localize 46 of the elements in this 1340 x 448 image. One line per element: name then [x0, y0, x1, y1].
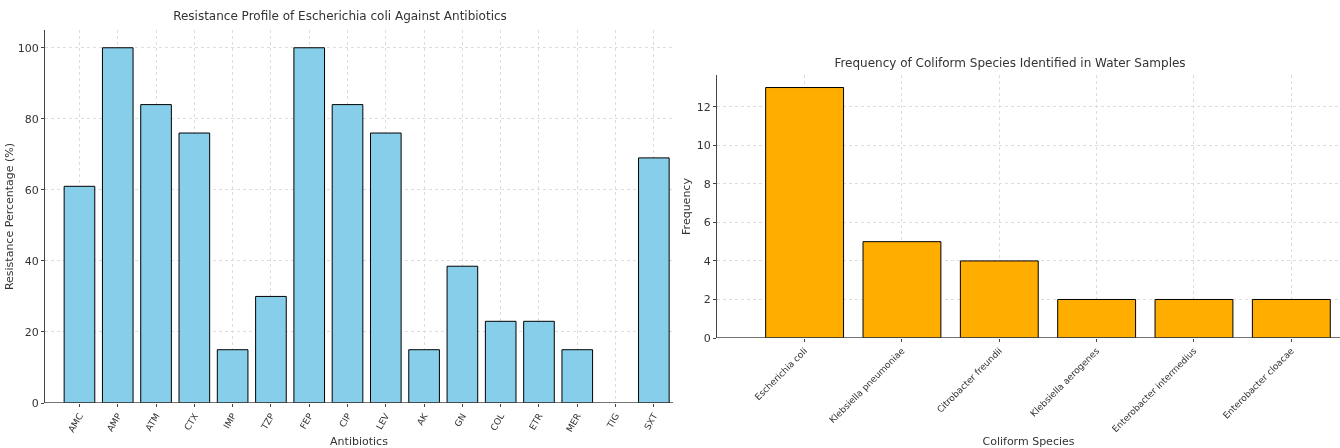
x-axis-title: Coliform Species [982, 435, 1075, 448]
y-tick-label: 100 [17, 41, 39, 55]
bar [765, 87, 845, 338]
y-tick-label: 60 [24, 183, 39, 197]
y-tick-label: 20 [24, 325, 39, 339]
y-axis-title: Resistance Percentage (%) [3, 142, 16, 291]
chart-title: Frequency of Coliform Species Identified in Water Samples [834, 55, 1186, 70]
x-tick-label: GN [452, 411, 469, 429]
bar [255, 295, 287, 403]
bar [408, 349, 440, 403]
y-tick-label: 10 [696, 139, 711, 153]
y-tick-label: 4 [703, 254, 711, 268]
y-tick-label: 2 [703, 293, 711, 307]
bar [1154, 298, 1234, 338]
bar [561, 349, 594, 403]
bar [140, 104, 172, 403]
bar [484, 320, 517, 403]
bar [101, 47, 134, 403]
y-tick-label: 12 [696, 100, 711, 114]
x-tick-label: AK [415, 410, 431, 427]
y-tick-label: 6 [703, 216, 711, 230]
x-tick-label: CIP [337, 411, 354, 429]
bar [959, 260, 1039, 338]
bar [331, 104, 364, 403]
bar [638, 157, 670, 403]
y-tick-label: 40 [24, 254, 39, 268]
chart-title: Resistance Profile of Escherichia coli Against Antibiotics [173, 8, 507, 23]
bar [63, 185, 96, 403]
y-tick-label: 0 [703, 331, 711, 345]
y-axis-title: Frequency [680, 177, 693, 235]
bar [446, 265, 479, 403]
x-axis-title: Antibiotics [330, 435, 389, 448]
x-tick-label: TIG [604, 411, 622, 431]
bar [1057, 298, 1137, 338]
bar [293, 47, 326, 403]
bar [178, 132, 211, 403]
bar [862, 241, 942, 338]
y-tick-label: 80 [24, 112, 39, 126]
bar [1251, 298, 1331, 338]
bar [523, 320, 555, 403]
y-tick-label: 8 [703, 177, 711, 191]
x-tick-label: COL [488, 411, 507, 433]
bar [216, 349, 249, 403]
y-tick-label: 0 [31, 396, 39, 410]
x-tick-label: TZP [258, 411, 277, 433]
bar [369, 132, 402, 403]
